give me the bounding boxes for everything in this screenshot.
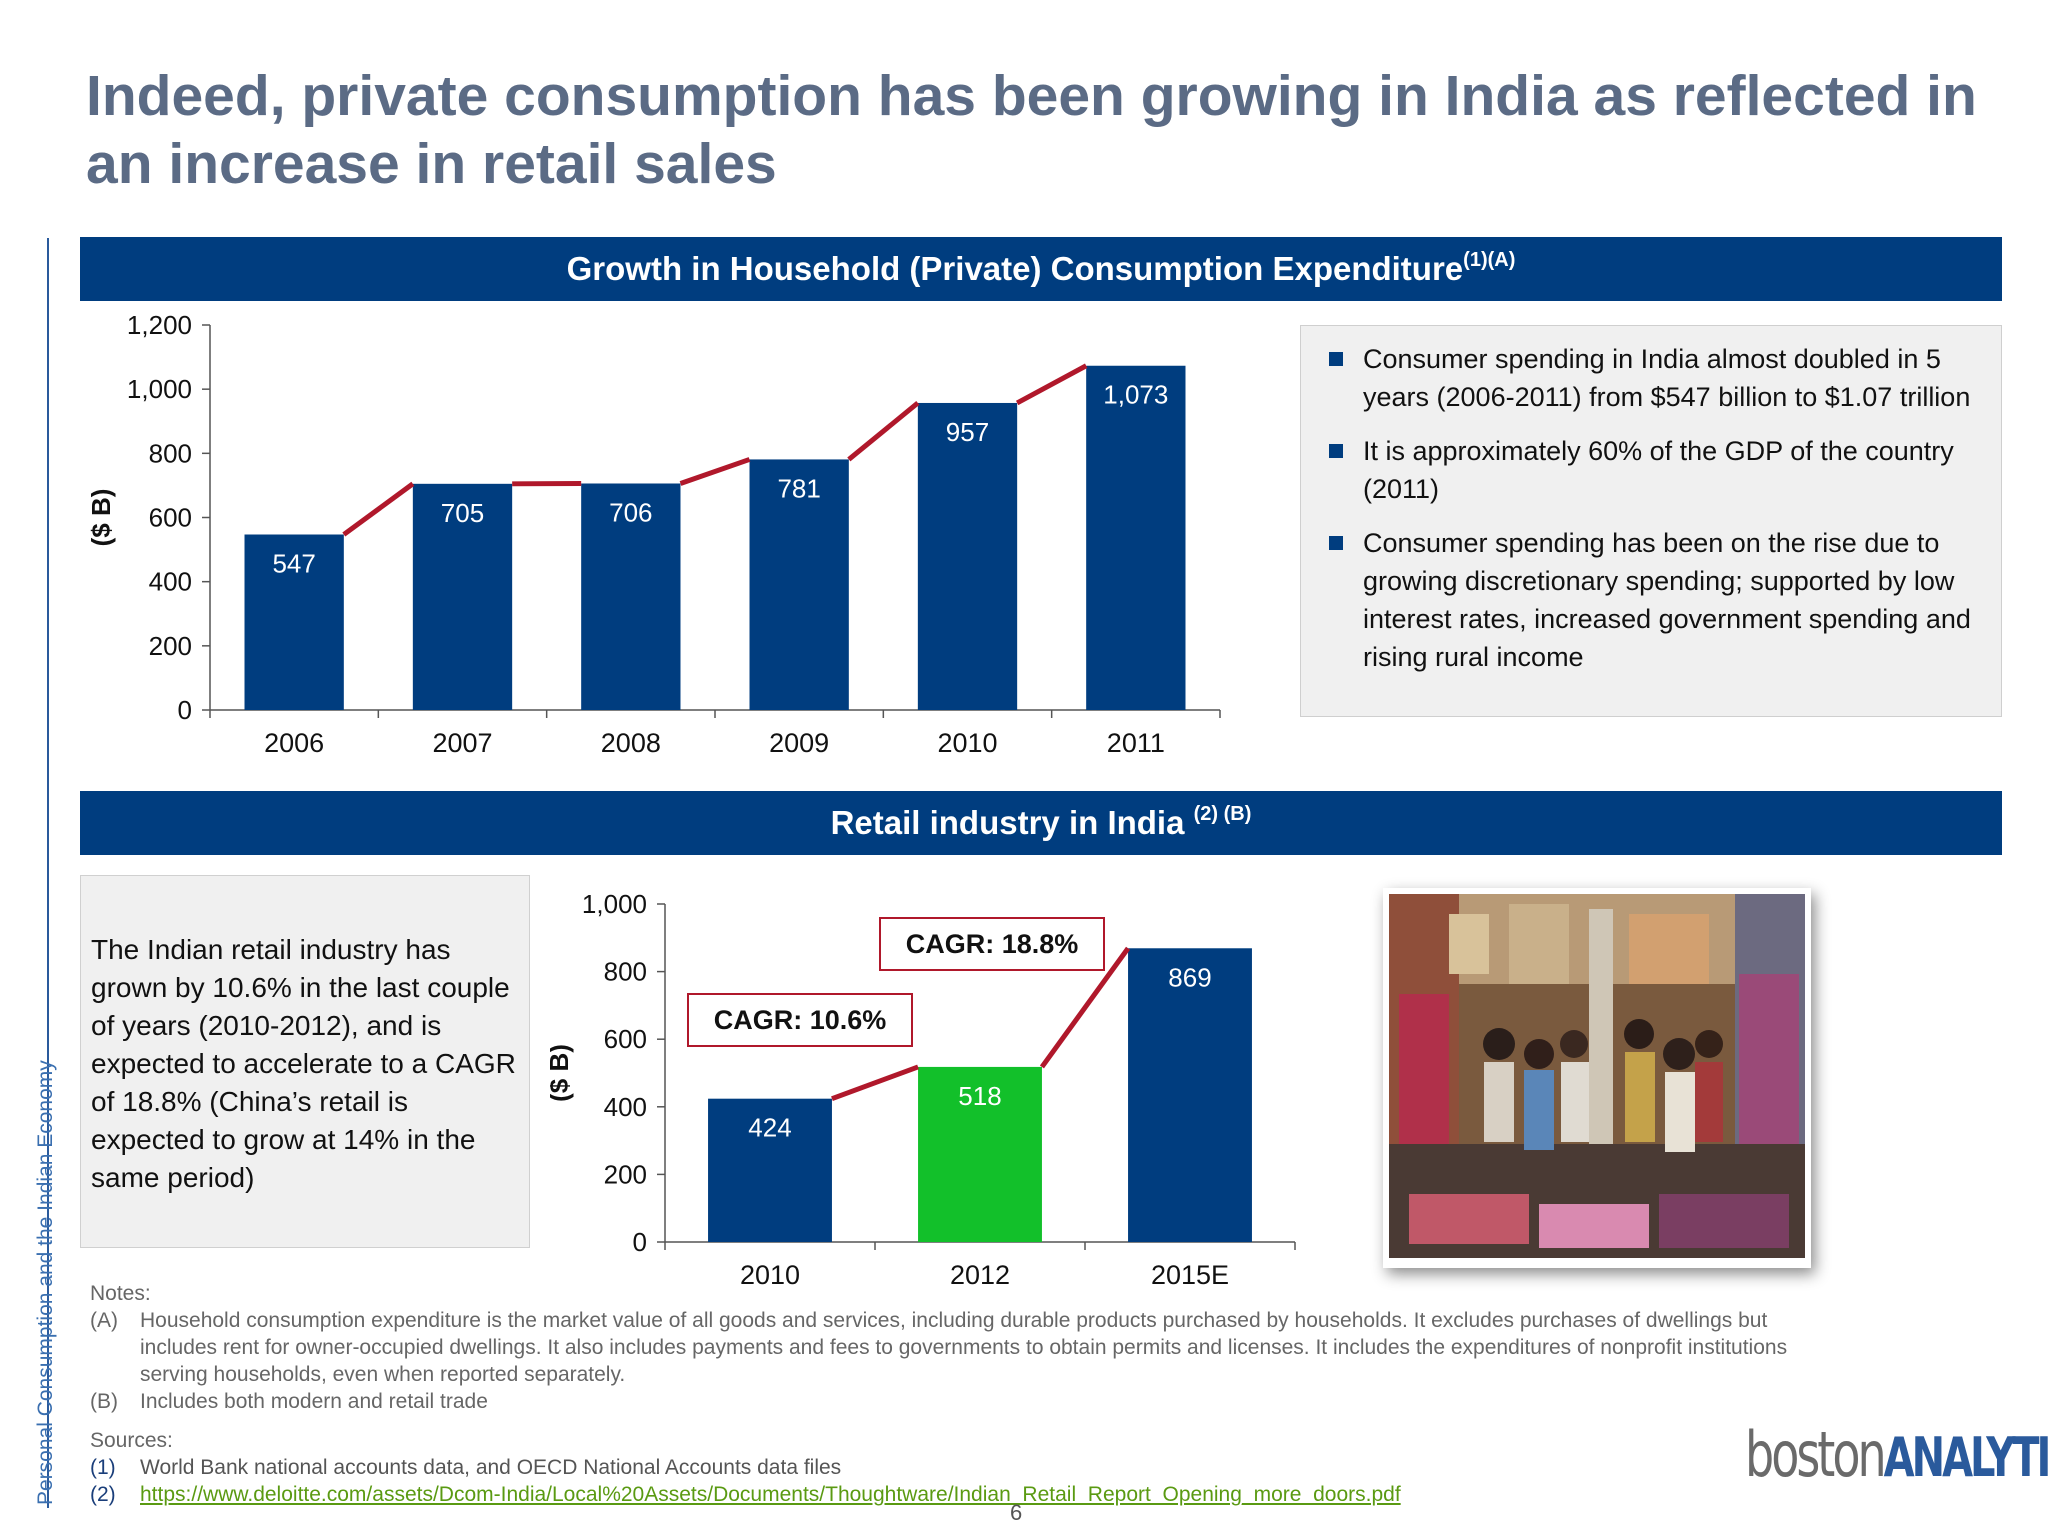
- bullet-square-icon: [1329, 444, 1343, 458]
- company-logo: bostonANALYTICS: [1745, 1418, 2048, 1507]
- cagr-callout-box: [687, 993, 913, 1047]
- x-tick-label: 2011: [1107, 728, 1165, 758]
- bar-value-label: 547: [272, 549, 315, 579]
- note-item: (A) Household consumption expenditure is …: [90, 1307, 1790, 1388]
- source-text: World Bank national accounts data, and O…: [140, 1456, 842, 1479]
- consumption-chart: 0 200 400 600 800 1,000 1,200 ($ B) 547 2006 705 20…: [80, 305, 1240, 775]
- bullet-square-icon: [1329, 352, 1343, 366]
- retail-text-box: The Indian retail industry has grown by …: [80, 875, 530, 1248]
- notes-section: Notes: (A) Household consumption expendit…: [90, 1280, 1790, 1508]
- y-tick-label: 0: [178, 695, 192, 725]
- source-item: (2) https://www.deloitte.com/assets/Dcom-…: [90, 1481, 1790, 1508]
- section2-heading: Retail industry in India: [830, 804, 1185, 841]
- bar-value-label: 781: [777, 473, 820, 503]
- y-tick-label: 1,000: [582, 889, 647, 919]
- page-title: Indeed, private consumption has been gro…: [86, 64, 1977, 196]
- y-tick-label: 1,200: [127, 310, 192, 340]
- bar-value-label: 705: [441, 498, 484, 528]
- bar: [1128, 948, 1252, 1242]
- y-axis-title: ($ B): [86, 489, 116, 547]
- side-rule: [47, 238, 49, 1508]
- bar-value-label: 1,073: [1103, 380, 1168, 410]
- sources-title: Sources:: [90, 1429, 173, 1452]
- cagr-callout-label: CAGR: 18.8%: [906, 929, 1079, 959]
- note-tag: (B): [90, 1390, 118, 1413]
- consumption-chart-svg: 0 200 400 600 800 1,000 1,200 ($ B) 547 2006 705 20…: [86, 310, 1221, 758]
- retail-chart: 0 200 400 600 800 1,000 ($ B) 424 2010 518 2012 869…: [550, 882, 1310, 1302]
- bar-value-label: 869: [1168, 962, 1211, 992]
- y-tick-label: 200: [604, 1159, 647, 1189]
- y-tick-label: 200: [149, 631, 192, 661]
- section2-header: Retail industry in India (2) (B): [80, 791, 2002, 855]
- growth-connector: [679, 457, 751, 486]
- y-tick-label: 800: [149, 438, 192, 468]
- x-tick-label: 2010: [740, 1260, 800, 1290]
- cagr-callout-box: [879, 917, 1105, 971]
- bar: [918, 1066, 1042, 1242]
- y-axis-title: ($ B): [550, 1044, 574, 1102]
- y-tick-label: 600: [149, 503, 192, 533]
- bar: [917, 402, 1018, 710]
- y-tick-label: 1,000: [127, 374, 192, 404]
- source-link[interactable]: https://www.deloitte.com/assets/Dcom-Ind…: [140, 1483, 1401, 1506]
- growth-connector: [342, 481, 415, 537]
- source-tag: (1): [90, 1456, 116, 1479]
- growth-connector: [1039, 946, 1131, 1069]
- section1-heading-sup: (1)(A): [1463, 249, 1516, 271]
- note-item: (B) Includes both modern and retail trade: [90, 1388, 1790, 1415]
- bullet-item: Consumer spending in India almost double…: [1315, 340, 1985, 416]
- y-tick-label: 0: [633, 1227, 647, 1257]
- bullet-text: It is approximately 60% of the GDP of th…: [1363, 436, 1954, 504]
- bullet-square-icon: [1329, 536, 1343, 550]
- section1-heading: Growth in Household (Private) Consumptio…: [566, 250, 1464, 287]
- retail-text: The Indian retail industry has grown by …: [91, 934, 516, 1193]
- bullet-item: Consumer spending has been on the rise d…: [1315, 524, 1985, 676]
- y-tick-label: 400: [149, 567, 192, 597]
- cagr-callout-label: CAGR: 10.6%: [714, 1005, 887, 1035]
- y-tick-label: 800: [604, 957, 647, 987]
- source-tag: (2): [90, 1483, 116, 1506]
- bullet-item: It is approximately 60% of the GDP of th…: [1315, 432, 1985, 508]
- source-item: (1) World Bank national accounts data, an…: [90, 1454, 1790, 1481]
- bar: [708, 1098, 832, 1242]
- y-tick-label: 400: [604, 1092, 647, 1122]
- bullet-text: Consumer spending in India almost double…: [1363, 344, 1971, 412]
- note-tag: (A): [90, 1309, 118, 1332]
- y-tick-label: 600: [604, 1024, 647, 1054]
- x-tick-label: 2009: [769, 728, 829, 758]
- bar: [581, 483, 681, 710]
- retail-chart-svg: 0 200 400 600 800 1,000 ($ B) 424 2010 518 2012 869…: [550, 889, 1296, 1290]
- side-label: Personal Consumption and the Indian Econ…: [34, 1060, 57, 1505]
- section1-header: Growth in Household (Private) Consumptio…: [80, 237, 2002, 301]
- growth-connector: [1015, 363, 1088, 406]
- bar: [749, 459, 849, 710]
- x-tick-label: 2008: [601, 728, 661, 758]
- x-tick-label: 2006: [264, 728, 324, 758]
- x-tick-label: 2015E: [1151, 1260, 1229, 1290]
- bar: [1086, 365, 1186, 710]
- x-tick-label: 2012: [950, 1260, 1010, 1290]
- growth-connector: [847, 401, 920, 462]
- bar-value-label: 518: [958, 1081, 1001, 1111]
- market-photo: [1389, 894, 1805, 1258]
- section2-heading-sup: (2) (B): [1193, 803, 1252, 825]
- market-photo-frame: [1383, 888, 1811, 1268]
- bar: [412, 483, 513, 710]
- bar-value-label: 424: [748, 1113, 791, 1143]
- bar-value-label: 957: [946, 417, 989, 447]
- note-text: Household consumption expenditure is the…: [140, 1309, 1788, 1386]
- logo-text-primary: boston: [1745, 1417, 1887, 1491]
- bar: [244, 534, 344, 710]
- bar-value-label: 706: [609, 497, 652, 527]
- page-number: 6: [1010, 1500, 1023, 1525]
- consumption-bullets: Consumer spending in India almost double…: [1300, 325, 2002, 717]
- x-tick-label: 2007: [432, 728, 492, 758]
- notes-title: Notes:: [90, 1282, 151, 1305]
- logo-text-secondary: ANALYTICS: [1883, 1427, 2048, 1490]
- growth-connector: [831, 1064, 919, 1102]
- note-text: Includes both modern and retail trade: [140, 1390, 488, 1413]
- x-tick-label: 2010: [937, 728, 997, 758]
- bullet-text: Consumer spending has been on the rise d…: [1363, 528, 1971, 672]
